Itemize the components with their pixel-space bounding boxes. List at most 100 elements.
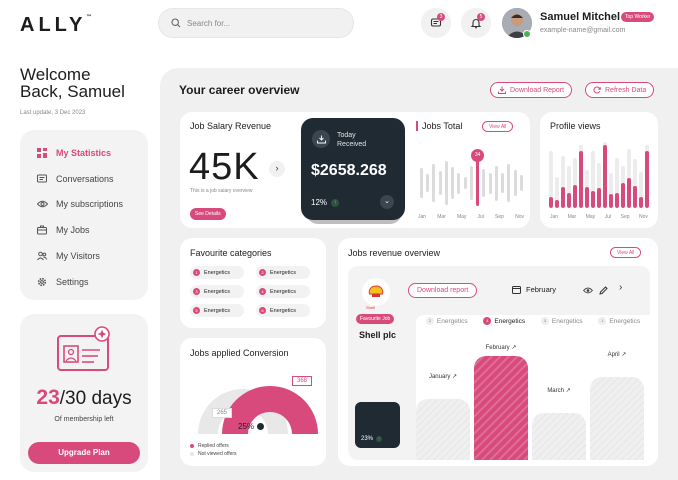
jobs-total-bar <box>488 172 492 194</box>
profile-bar <box>639 171 643 208</box>
profile-bar <box>579 145 583 208</box>
jobs-total-bar <box>457 172 461 194</box>
jobs-revenue-card: Jobs revenue overview View All Shell Dow… <box>338 238 658 466</box>
jobs-total-bar <box>494 165 498 201</box>
revenue-tab[interactable]: 2 Energetics <box>425 317 468 325</box>
profile-views-months: Jan Mar May Jul Sep Nov <box>550 214 648 220</box>
profile-bar <box>609 173 613 208</box>
welcome-heading: Welcome Back, Samuel <box>20 65 125 101</box>
chat-icon <box>36 174 48 184</box>
main-panel: Your career overview Download Report Ref… <box>160 68 678 480</box>
gauge-value-low: 265 <box>212 408 233 418</box>
category-pill[interactable]: 2 Energetics <box>256 266 310 279</box>
profile-bar <box>621 166 625 208</box>
eye-icon <box>36 200 48 208</box>
jobs-total-bar-highlight <box>476 159 480 207</box>
profile-bar <box>591 150 595 208</box>
message-icon <box>430 18 442 27</box>
month-selector[interactable]: February <box>512 285 556 294</box>
today-label: Today Received <box>337 132 367 148</box>
jobs-revenue-view-all[interactable]: View All <box>610 247 642 258</box>
search-input[interactable]: Search for... <box>158 8 354 38</box>
jobs-total-bar <box>432 163 436 203</box>
revenue-tab-active[interactable]: 4 Energetics <box>483 317 525 325</box>
gauge-percent: 25% <box>238 422 265 431</box>
membership-card: 23/30 days Of membership left Upgrade Pl… <box>20 314 148 472</box>
eye-icon[interactable] <box>583 287 593 294</box>
brand-logo: ALLY™ <box>20 14 92 36</box>
jobs-total-bar <box>507 163 511 203</box>
category-pill[interactable]: 4 Energetics <box>256 285 310 298</box>
revenue-bar[interactable] <box>532 412 586 460</box>
revenue-bar[interactable] <box>590 377 644 460</box>
avatar[interactable] <box>502 8 532 38</box>
see-details-button[interactable]: See Details <box>190 208 226 220</box>
gear-icon <box>36 277 48 287</box>
jobs-total-view-all[interactable]: View All <box>482 121 514 132</box>
download-report-button[interactable]: Download Report <box>490 82 573 98</box>
refresh-icon <box>593 86 601 94</box>
revenue-bar[interactable] <box>416 398 470 460</box>
category-pill[interactable]: 6 Energetics <box>256 304 310 317</box>
last-update: Last update, 3 Dec 2023 <box>20 110 86 116</box>
chevron-right-icon[interactable]: › <box>619 282 623 293</box>
upgrade-plan-button[interactable]: Upgrade Plan <box>28 442 140 464</box>
month-label: Sep <box>620 214 630 220</box>
month-label: Nov <box>515 214 524 220</box>
membership-label: Of membership left <box>54 416 114 423</box>
jobs-total-bar <box>501 173 505 193</box>
messages-button[interactable]: 3 <box>421 8 451 38</box>
download-report-inner-button[interactable]: Download report <box>408 283 478 298</box>
jobs-revenue-title: Jobs revenue overview <box>348 248 441 258</box>
revenue-bar-label: April ↗ <box>607 352 627 359</box>
month-label: Jul <box>477 214 484 220</box>
jobs-total-months: Jan Mar May Jul Sep Nov <box>418 214 524 220</box>
conversion-card: Jobs applied Conversion 368 265 25% Repl… <box>180 338 326 466</box>
sidebar-item-statistics[interactable]: My Statistics <box>36 140 148 166</box>
sidebar-item-conversations[interactable]: Conversations <box>36 166 148 192</box>
profile-views-chart <box>548 138 650 208</box>
sidebar-item-subscriptions[interactable]: My subscriptions <box>36 192 148 218</box>
conversion-title: Jobs applied Conversion <box>190 348 289 358</box>
month-label: May <box>585 214 596 220</box>
revenue-bar-chart: January ↗ February ↗ March ↗ April ↗ <box>416 334 650 460</box>
category-pill[interactable]: 1 Energetics <box>190 266 244 279</box>
search-icon <box>171 18 181 28</box>
sidebar-item-settings[interactable]: Settings <box>36 269 148 295</box>
sidebar-item-jobs[interactable]: My Jobs <box>36 217 148 243</box>
month-label: Jan <box>550 214 559 220</box>
revenue-bar-highlight[interactable] <box>474 356 528 460</box>
category-pill[interactable]: 5 Energetics <box>190 304 244 317</box>
notifications-badge: 5 <box>477 13 485 21</box>
sidebar: My Statistics Conversations My subscript… <box>20 130 148 300</box>
profile-views-card: Profile views Jan Mar May Jul Sep Nov <box>540 112 658 228</box>
month-label: Jan <box>418 214 427 220</box>
profile-bar <box>597 162 601 208</box>
jobs-total-title: Jobs Total <box>422 121 463 131</box>
users-icon <box>36 251 48 261</box>
salary-caption: This is a job salary overview <box>190 188 253 194</box>
chevron-right-icon[interactable]: › <box>269 161 285 177</box>
month-label: Sep <box>495 214 504 220</box>
refresh-data-button[interactable]: Refresh Data <box>585 82 655 98</box>
profile-bar <box>567 166 571 208</box>
conversion-legend: Replied offers Not viewed offers <box>190 442 237 458</box>
category-pill[interactable]: 3 Energetics <box>190 285 244 298</box>
today-amount: $2658.268 <box>311 162 387 179</box>
revenue-tab[interactable]: 3 Energetics <box>540 317 583 325</box>
notifications-button[interactable]: 5 <box>461 8 491 38</box>
jobs-total-marker <box>416 121 418 131</box>
sidebar-item-visitors[interactable]: My Visitors <box>36 243 148 269</box>
month-label: May <box>456 214 467 220</box>
edit-icon[interactable] <box>599 286 608 295</box>
gauge-value-high: 368 <box>292 376 313 386</box>
profile-bar <box>585 169 589 208</box>
chevron-down-icon[interactable]: ⌄ <box>380 195 394 209</box>
revenue-tab[interactable]: 1 Energetics <box>598 317 640 325</box>
profile-bar <box>549 150 553 208</box>
company-name: Shell plc <box>359 330 397 340</box>
dark-mini-card: 23% ↑ <box>355 402 400 448</box>
revenue-bar-label: January ↗ <box>428 373 458 380</box>
arrow-up-icon: ↑ <box>331 198 340 207</box>
user-name: Samuel Mitchel <box>540 11 621 23</box>
